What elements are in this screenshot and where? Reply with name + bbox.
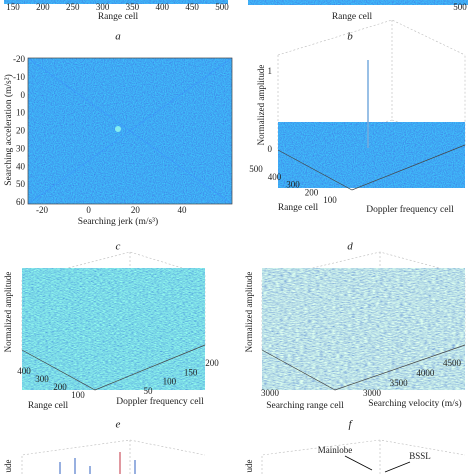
caption: b xyxy=(347,31,353,43)
y-tick-label: 300 xyxy=(35,374,49,384)
annotation: Mainlobe xyxy=(318,445,353,455)
x-tick-label: 3000 xyxy=(363,388,382,398)
x-tick-label: 0 xyxy=(86,205,91,215)
x-tick-label: 40 xyxy=(178,205,188,215)
grid-3d xyxy=(261,439,466,474)
y-tick-label: 30 xyxy=(16,143,26,153)
x-tick-label: 50 xyxy=(144,386,154,396)
y-axis-label: Range cell xyxy=(28,401,69,411)
y-tick-label: 300 xyxy=(286,180,300,190)
x-tick-label: 500 xyxy=(215,2,229,12)
x-tick-label: 4000 xyxy=(416,368,435,378)
x-tick-label: 3500 xyxy=(390,378,409,388)
surface xyxy=(278,122,465,188)
surface xyxy=(22,268,205,390)
caption: a xyxy=(115,31,121,43)
x-tick-label: 250 xyxy=(66,2,80,12)
y-tick-label: 200 xyxy=(53,382,67,392)
image-strip xyxy=(4,0,228,4)
y-tick-label: -10 xyxy=(13,72,25,82)
y-tick-label: 40 xyxy=(16,161,26,171)
x-tick-label: 400 xyxy=(156,2,170,12)
x-axis-label: Doppler frequency cell xyxy=(366,204,454,215)
axes-frame xyxy=(21,344,206,391)
x-tick-label: 150 xyxy=(184,367,198,377)
y-tick-label: 0 xyxy=(21,90,26,100)
y-axis-label: Searching acceleration (m/s²) xyxy=(3,74,14,186)
x-tick-label: 450 xyxy=(185,2,199,12)
z-tick-label: 1 xyxy=(268,66,273,76)
x-tick-label: 500 xyxy=(453,2,467,12)
x-axis-label: Searching jerk (m/s³) xyxy=(78,216,158,227)
y-tick-label: 3000 xyxy=(261,388,280,398)
surface xyxy=(262,268,465,390)
x-tick-label: 20 xyxy=(131,205,141,215)
caption: f xyxy=(348,419,353,431)
y-tick-label: 10 xyxy=(16,108,26,118)
y-tick-label: 200 xyxy=(305,187,319,197)
x-axis-label: Range cell xyxy=(332,12,373,22)
x-axis-label: Searching velocity (m/s) xyxy=(368,398,461,409)
axes-frame xyxy=(261,344,466,391)
arrow xyxy=(344,455,373,471)
z-axis-label: ude xyxy=(244,460,254,473)
y-tick-label: -20 xyxy=(13,54,25,64)
z-axis-label: Normalized amplitude xyxy=(3,272,13,353)
x-tick-label: 350 xyxy=(126,2,140,12)
y-tick-label: 20 xyxy=(16,126,26,136)
caption: d xyxy=(347,241,353,253)
y-tick-label: 100 xyxy=(71,390,85,400)
x-axis-label: Range cell xyxy=(98,12,139,22)
x-tick-label: 300 xyxy=(96,2,110,12)
y-tick-label: 60 xyxy=(16,197,26,207)
z-axis-label: ude xyxy=(3,460,13,473)
x-tick-label: 4500 xyxy=(443,358,462,368)
y-tick-label: 400 xyxy=(268,172,282,182)
z-tick-label: 0 xyxy=(268,144,273,154)
x-tick-label: 200 xyxy=(36,2,50,12)
arrow xyxy=(384,461,411,473)
caption: c xyxy=(116,241,121,253)
axes-frame xyxy=(27,57,233,205)
spikes xyxy=(59,452,136,474)
ridge xyxy=(27,57,233,205)
grid-3d xyxy=(21,439,206,474)
y-tick-label: 400 xyxy=(17,366,31,376)
x-tick-label: 150 xyxy=(6,2,20,12)
caption: e xyxy=(116,419,121,431)
y-tick-label: 50 xyxy=(16,179,26,189)
grid-3d xyxy=(277,19,466,191)
y-axis-label: Range cell xyxy=(278,203,319,213)
x-tick-label: 200 xyxy=(205,358,219,368)
z-axis-label: Normalized amplitude xyxy=(244,272,254,353)
annotation: BSSL xyxy=(409,451,431,461)
y-tick-label: 100 xyxy=(323,195,337,205)
axes-frame xyxy=(277,144,466,191)
y-tick-label: 500 xyxy=(249,164,263,174)
x-axis-label: Doppler frequency cell xyxy=(116,396,204,407)
y-axis-label: Searching range cell xyxy=(266,401,344,411)
x-tick-label: 100 xyxy=(163,377,177,387)
z-axis-label: Normalized amplitude xyxy=(256,65,266,146)
peak xyxy=(115,126,121,132)
x-tick-label: -20 xyxy=(36,205,48,215)
image-strip xyxy=(248,0,468,5)
